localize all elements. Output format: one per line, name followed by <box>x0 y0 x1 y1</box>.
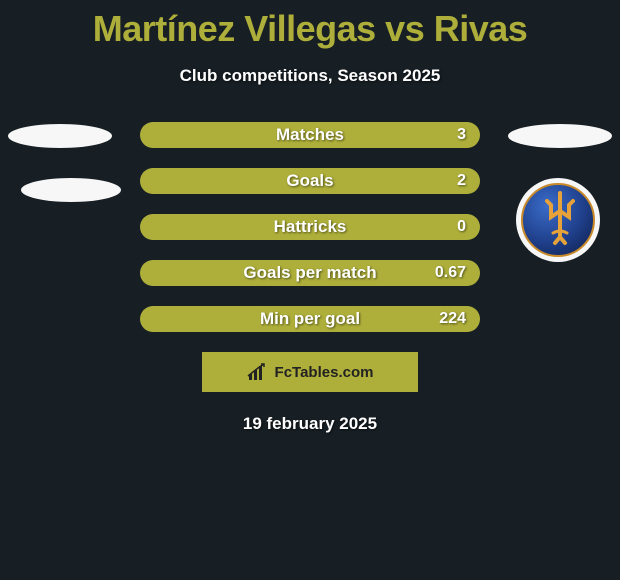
stat-row: Goals per match 0.67 <box>0 260 620 286</box>
stat-row: Goals 2 <box>0 168 620 194</box>
stat-row: Matches 3 <box>0 122 620 148</box>
stat-label: Min per goal <box>260 309 360 329</box>
page-title: Martínez Villegas vs Rivas <box>0 0 620 50</box>
stat-bar-hattricks: Hattricks 0 <box>140 214 480 240</box>
fctables-watermark: FcTables.com <box>202 352 418 392</box>
stat-value-right: 0 <box>457 218 466 236</box>
bar-chart-icon <box>247 362 269 382</box>
stat-label: Goals <box>286 171 333 191</box>
stat-row: Min per goal 224 <box>0 306 620 332</box>
stat-label: Hattricks <box>274 217 347 237</box>
date-label: 19 february 2025 <box>0 414 620 434</box>
stat-value-right: 3 <box>457 126 466 144</box>
stat-bar-goals: Goals 2 <box>140 168 480 194</box>
stat-bar-matches: Matches 3 <box>140 122 480 148</box>
stat-value-right: 224 <box>439 310 466 328</box>
stat-value-right: 0.67 <box>435 264 466 282</box>
stat-label: Matches <box>276 125 344 145</box>
stat-value-right: 2 <box>457 172 466 190</box>
stats-container: Matches 3 Goals 2 Hattricks 0 Goals per … <box>0 122 620 332</box>
subtitle: Club competitions, Season 2025 <box>0 66 620 86</box>
stat-label: Goals per match <box>243 263 376 283</box>
stat-bar-goals-per-match: Goals per match 0.67 <box>140 260 480 286</box>
stat-bar-min-per-goal: Min per goal 224 <box>140 306 480 332</box>
fctables-label: FcTables.com <box>275 364 374 381</box>
stat-row: Hattricks 0 <box>0 214 620 240</box>
